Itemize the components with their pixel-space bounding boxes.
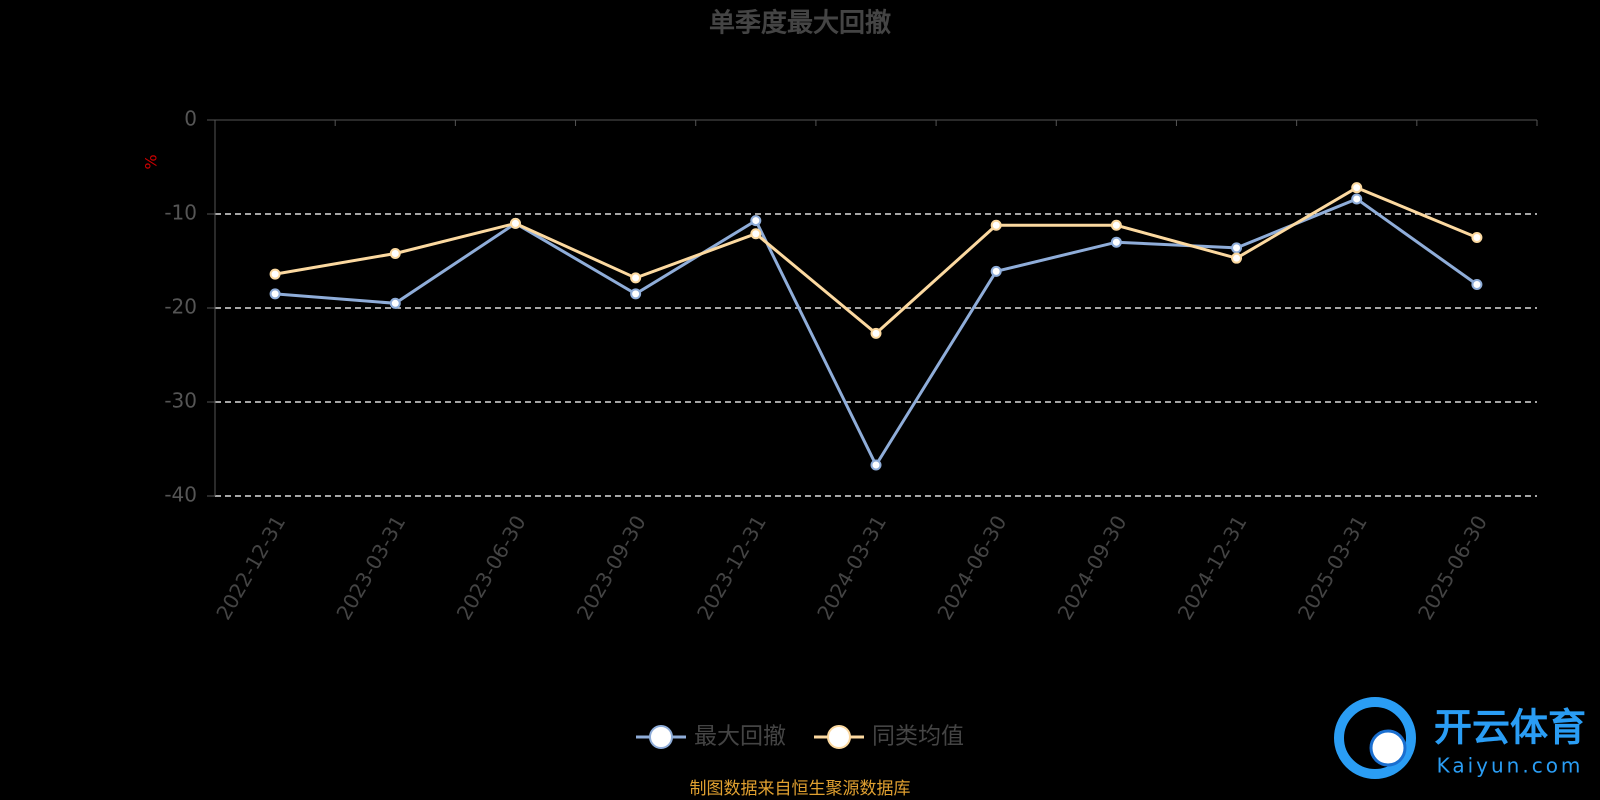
data-point (269, 288, 281, 300)
chart-title: 单季度最大回撤 (709, 8, 891, 39)
site-text: Kaiyun.com (1437, 754, 1584, 778)
legend-symbol (649, 725, 673, 749)
legend-label: 同类均值 (872, 724, 964, 750)
data-point (750, 228, 762, 240)
data-point (990, 265, 1002, 277)
source-note: 制图数据来自恒生聚源数据库 (690, 779, 911, 799)
data-point (389, 297, 401, 309)
data-point (630, 288, 642, 300)
data-point (1231, 252, 1243, 264)
watermark: 开云体育 Kaiyun.com (1334, 697, 1586, 779)
data-point (750, 215, 762, 227)
logo-ring (1334, 697, 1416, 779)
data-point (389, 247, 401, 259)
data-point (1351, 193, 1363, 205)
y-tick-label: -20 (164, 295, 197, 319)
y-tick-label: 0 (184, 107, 197, 131)
data-point (269, 268, 281, 280)
y-tick-label: -10 (164, 201, 197, 225)
data-point (630, 272, 642, 284)
data-point (509, 217, 521, 229)
data-point (1231, 242, 1243, 254)
data-point (1110, 219, 1122, 231)
data-point (1471, 279, 1483, 290)
y-tick-label: -40 (164, 483, 197, 507)
legend-symbol (827, 725, 851, 749)
logo-ball (1369, 729, 1407, 767)
brand-text: 开云体育 (1434, 706, 1586, 750)
y-axis-label: % (142, 154, 161, 169)
data-point (1351, 182, 1363, 194)
data-point (870, 327, 882, 339)
y-tick-label: -30 (164, 389, 197, 413)
data-point (990, 219, 1002, 231)
data-point (870, 459, 882, 471)
legend-label: 最大回撤 (694, 724, 786, 750)
data-point (1471, 232, 1483, 243)
data-point (1110, 236, 1122, 248)
